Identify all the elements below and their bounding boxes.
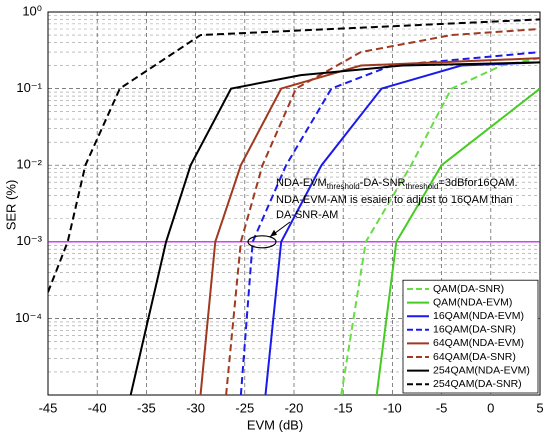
x-tick-label: -15 — [334, 400, 353, 415]
legend-label: 64QAM(DA-SNR) — [433, 351, 516, 363]
y-tick-label: 10⁻² — [16, 157, 42, 172]
legend-box — [402, 279, 539, 394]
y-axis-label: SER (%) — [3, 180, 18, 231]
annotation-part: =3dBfor16QAM. — [438, 177, 517, 189]
legend-label: 254QAM(NDA-EVM) — [433, 364, 530, 376]
legend-label: 64QAM(NDA-EVM) — [433, 337, 524, 349]
legend-label: 254QAM(DA-SNR) — [433, 378, 522, 390]
x-tick-label: -35 — [137, 400, 156, 415]
series-line — [264, 61, 540, 395]
legend-label: QAM(NDA-EVM) — [433, 296, 512, 308]
annotation-part: threshold — [327, 182, 360, 191]
y-tick-label: 10⁻⁴ — [15, 310, 42, 325]
legend-label: 16QAM(NDA-EVM) — [433, 310, 524, 322]
x-tick-label: 5 — [536, 400, 543, 415]
x-tick-label: -30 — [186, 400, 205, 415]
series-line — [48, 18, 540, 293]
annotation-part: NDA-EVM — [276, 177, 327, 189]
arrow-head — [270, 229, 277, 237]
x-tick-label: -5 — [436, 400, 448, 415]
annotation-part: -DA-SNR — [360, 177, 406, 189]
x-tick-label: -10 — [383, 400, 402, 415]
legend-label: QAM(DA-SNR) — [433, 283, 504, 295]
series-line — [375, 87, 540, 395]
annotation: NDA-EVMthreshold-DA-SNRthreshold=3dBfor1… — [276, 177, 518, 191]
x-axis-label: EVM (dB) — [247, 417, 303, 432]
x-tick-label: 0 — [487, 400, 494, 415]
plot-frame — [47, 11, 541, 396]
annotation: NDA-EVM-AM is esaier to adjust to 16QAM … — [276, 194, 513, 206]
series-line — [340, 57, 540, 395]
series-line — [199, 57, 540, 395]
series-line — [239, 51, 540, 395]
highlight-ellipse — [247, 235, 277, 249]
y-tick-label: 10⁰ — [22, 3, 42, 18]
legend-label: 16QAM(DA-SNR) — [433, 324, 516, 336]
annotation: DA-SNR-AM — [276, 209, 338, 221]
x-tick-label: -25 — [235, 400, 254, 415]
x-tick-label: -40 — [88, 400, 107, 415]
series-line — [129, 61, 540, 395]
x-tick-label: -20 — [285, 400, 304, 415]
y-tick-label: 10⁻³ — [16, 233, 42, 248]
x-tick-label: -45 — [39, 400, 58, 415]
annotation-part: threshold — [406, 182, 439, 191]
y-tick-label: 10⁻¹ — [16, 80, 42, 95]
